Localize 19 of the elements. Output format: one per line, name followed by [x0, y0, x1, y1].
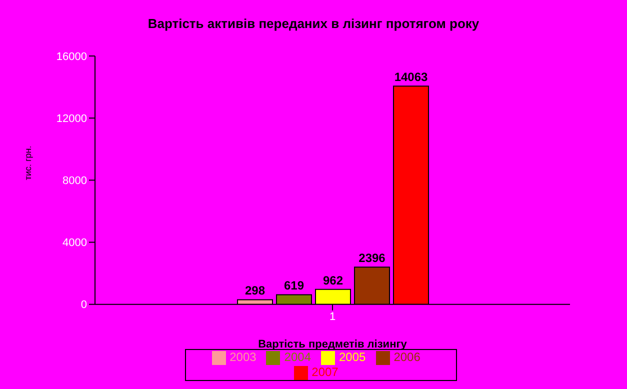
legend-label: 2007 — [312, 365, 338, 380]
y-tick-label: 16000 — [56, 50, 87, 63]
y-axis-title: тис. грн. — [23, 146, 34, 180]
y-tick-label: 8000 — [62, 175, 87, 188]
data-label: 2396 — [358, 251, 386, 266]
legend-label: 2005 — [339, 350, 366, 364]
legend-label: 2003 — [230, 350, 256, 364]
data-label: 14063 — [394, 70, 428, 84]
x-axis-title: Вартість предметів лізингу — [258, 338, 408, 350]
y-tick-label: 0 — [80, 299, 87, 312]
chart-title: Вартість активів переданих в лізинг протягом року — [146, 16, 480, 31]
legend-label: 2006 — [394, 350, 420, 364]
data-label: 298 — [244, 284, 266, 298]
legend-label: 2004 — [284, 350, 311, 364]
data-label: 962 — [322, 273, 344, 288]
y-tick-label: 12000 — [56, 112, 87, 125]
x-tick-label: 1 — [329, 311, 336, 324]
data-label: 619 — [284, 278, 304, 293]
y-tick-label: 4000 — [62, 237, 87, 250]
